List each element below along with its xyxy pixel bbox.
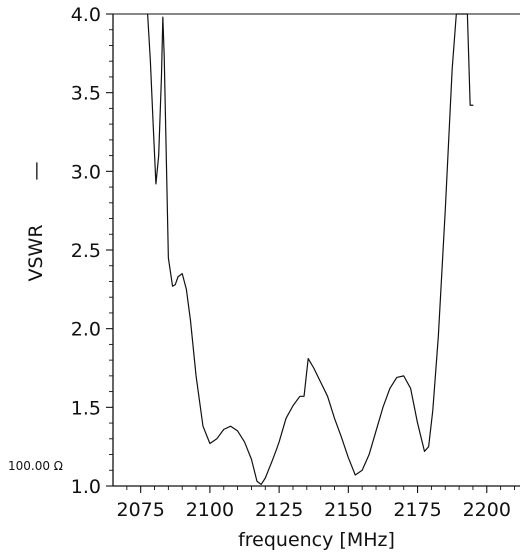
x-axis-title: frequency [MHz] [238,529,395,551]
y-tick-label: 1.5 [71,397,101,419]
y-tick-label: 2.5 [71,240,101,262]
chart-ticks [106,13,515,493]
y-tick-label: 4.0 [71,4,101,26]
x-tick-label: 2175 [393,499,441,521]
reference-impedance-label: 100.00 Ω [8,459,63,473]
data-series-layer [147,13,474,486]
y-tick-label: 3.5 [71,83,101,105]
vswr-series-line [147,13,474,486]
x-tick-label: 2200 [463,499,511,521]
y-tick-label: 2.0 [71,319,101,341]
y-axis-legend-mark: — [25,162,47,181]
x-tick-label: 2150 [324,499,372,521]
x-tick-label: 2075 [117,499,165,521]
x-tick-label: 2100 [186,499,234,521]
x-tick-label: 2125 [255,499,303,521]
y-tick-label: 1.0 [71,476,101,498]
y-tick-label: 3.0 [71,161,101,183]
chart-labels: 1.0 1.5 2.0 2.5 3.0 3.5 4.0 2075 2100 2125 2150 217… [71,4,511,521]
chart-axes [112,13,520,487]
y-axis-title: VSWR [25,224,47,281]
